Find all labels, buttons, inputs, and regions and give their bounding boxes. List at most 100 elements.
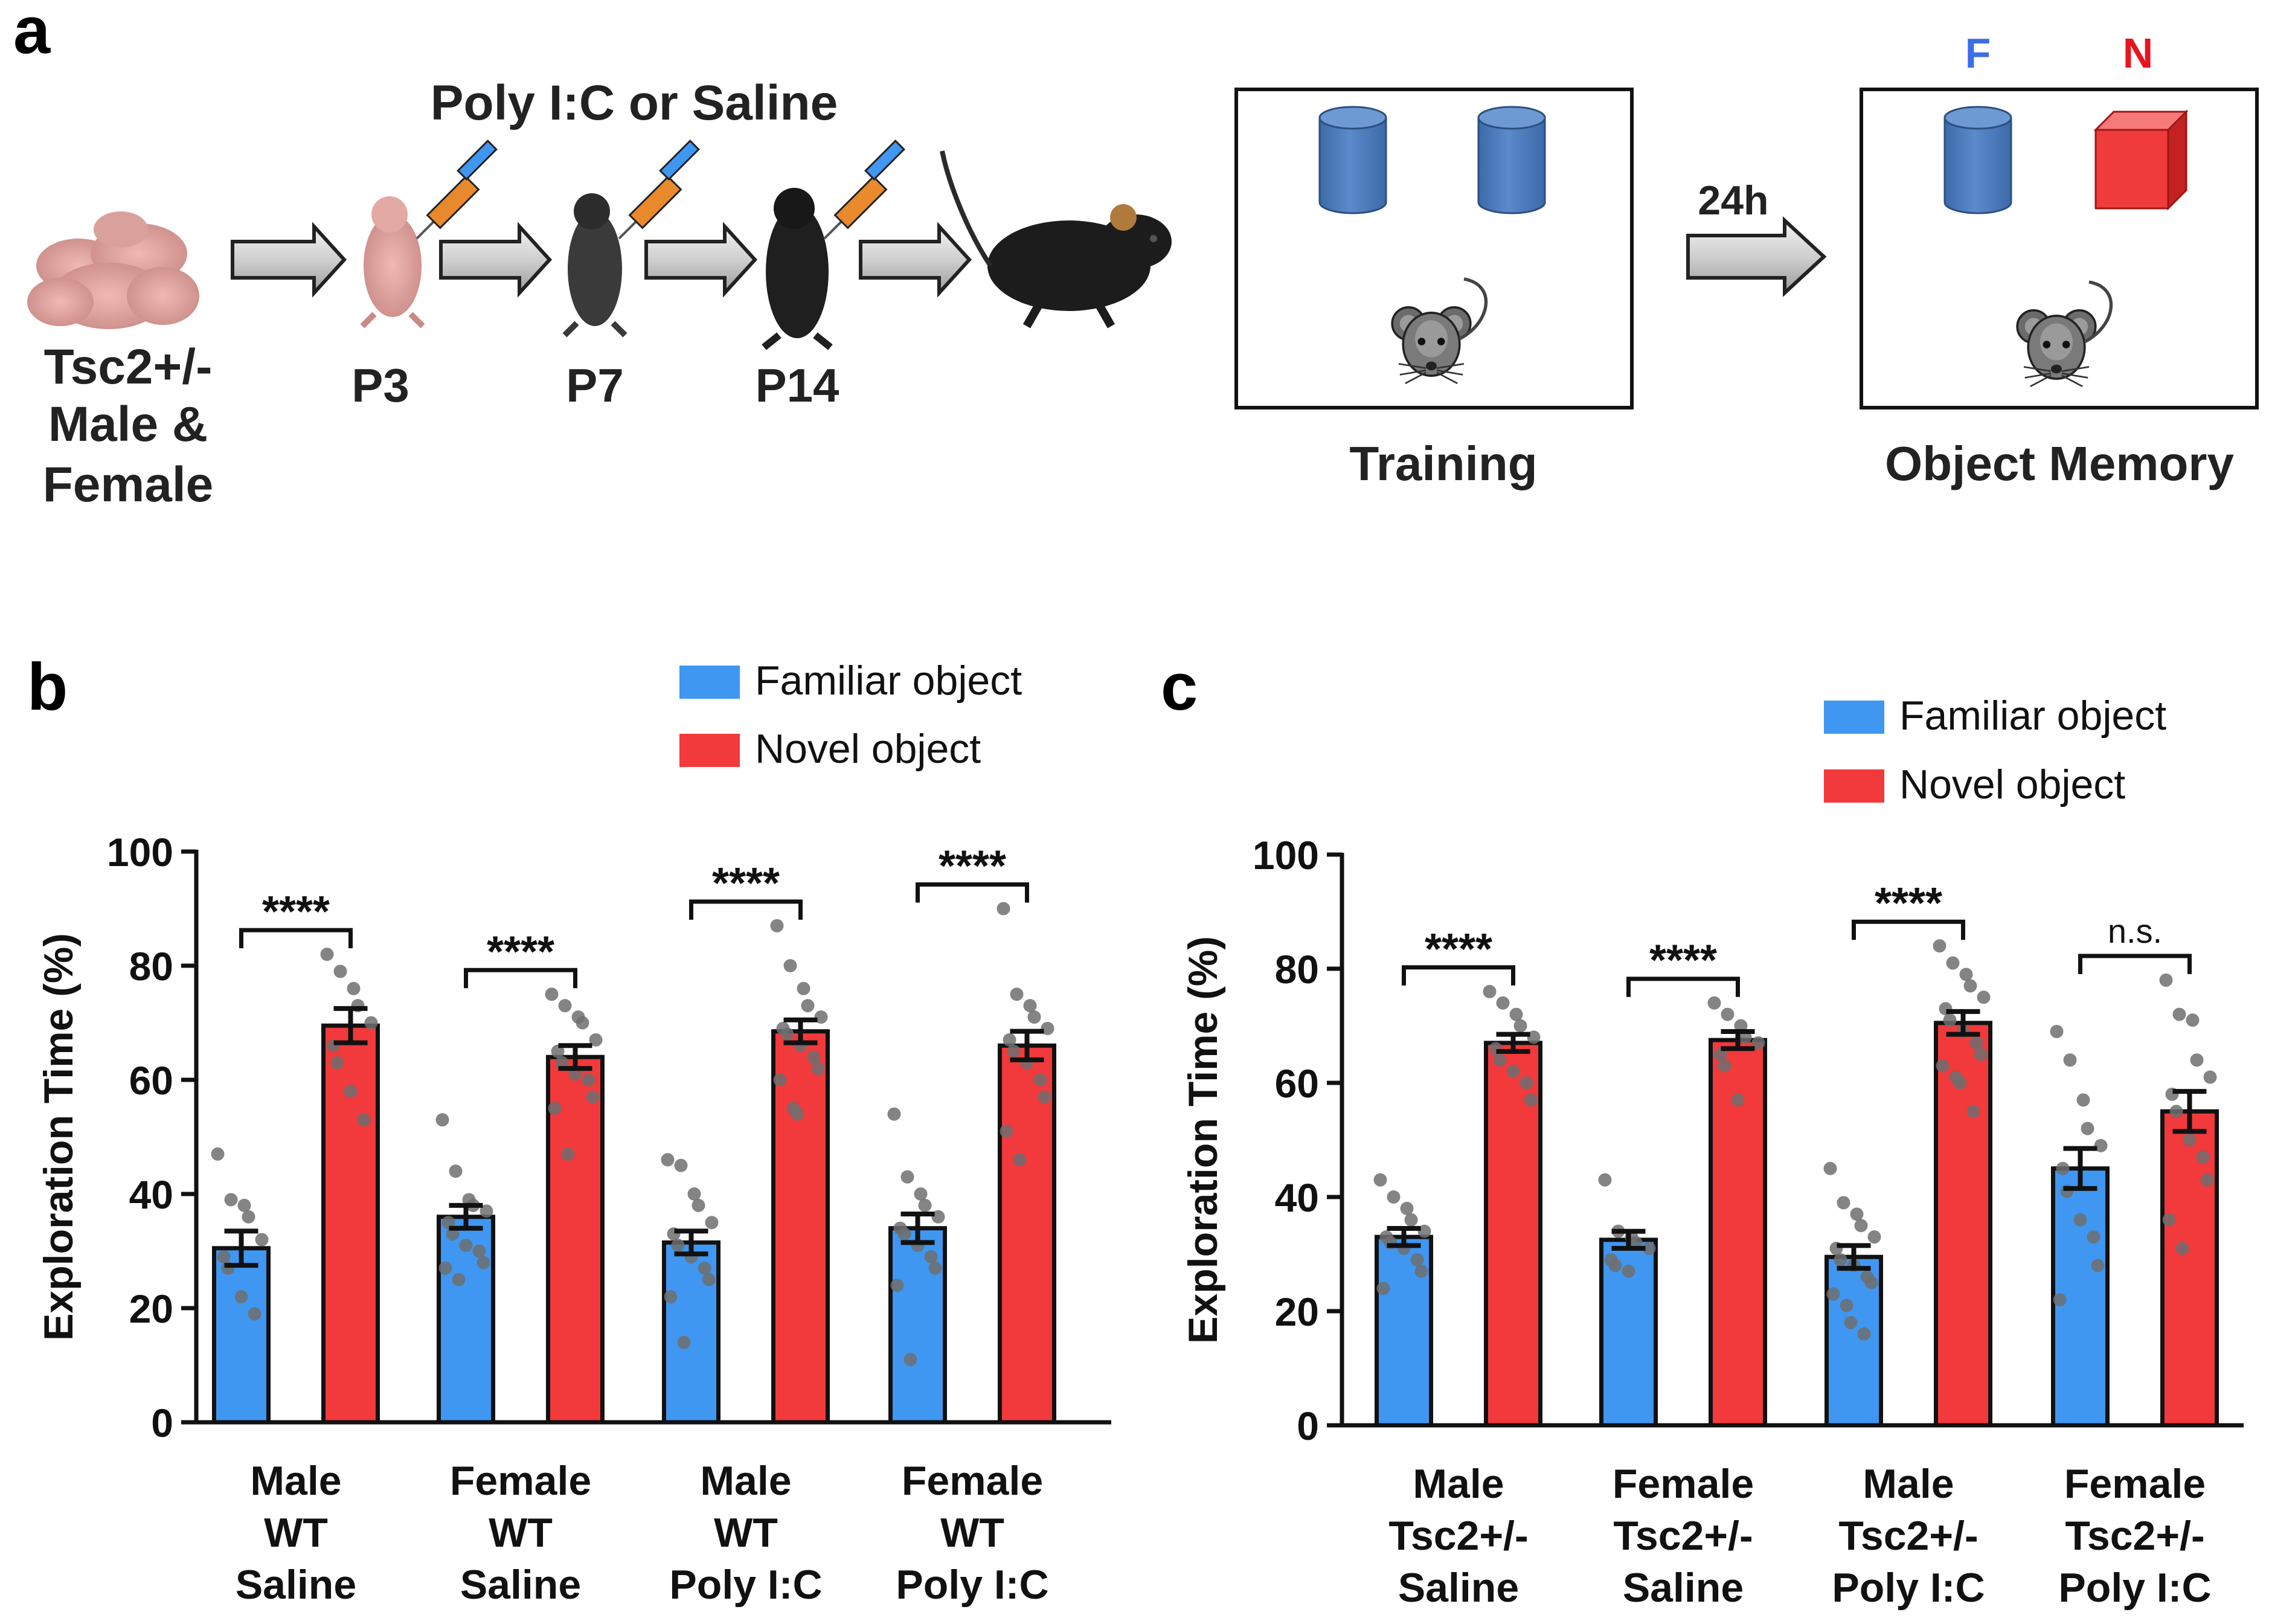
data-point-familiar [1608, 1259, 1622, 1273]
timepoint-p3: P3 [351, 359, 409, 412]
x-category-label: WT [940, 1510, 1004, 1556]
data-point-novel [770, 919, 784, 932]
x-category-label: Tsc2+/- [2065, 1513, 2204, 1559]
data-point-familiar [2091, 1259, 2105, 1273]
panel-c: c 0 20 40 60 80 100 Exploration Time (%) Familia… [1161, 650, 2244, 1611]
data-point-novel [1966, 1105, 1980, 1119]
legend-label-familiar: Familiar object [755, 658, 1022, 704]
data-point-familiar [449, 1164, 463, 1178]
object-memory-label: Object Memory [1885, 437, 2234, 490]
significance-label: **** [1425, 925, 1492, 974]
data-point-novel [364, 1016, 378, 1030]
data-point-familiar [900, 1170, 914, 1184]
data-point-novel [2200, 1173, 2214, 1187]
data-point-familiar [477, 1256, 490, 1269]
data-point-novel [2186, 1013, 2200, 1027]
significance-bracket [689, 899, 803, 920]
pup-p7 [562, 193, 627, 338]
data-point-familiar [480, 1204, 493, 1218]
data-point-familiar [897, 1227, 911, 1241]
y-axis-label: Exploration Time (%) [36, 933, 82, 1341]
data-point-familiar [2073, 1213, 2087, 1227]
data-point-novel [1933, 939, 1946, 953]
data-point-familiar [2063, 1053, 2077, 1067]
data-point-novel [2169, 1105, 2183, 1119]
y-tick-label: 0 [1297, 1404, 1319, 1448]
data-point-novel [780, 1027, 794, 1041]
data-point-novel [558, 999, 572, 1013]
x-category-label: Poly I:C [896, 1562, 1048, 1608]
y-tick-label: 60 [129, 1058, 173, 1103]
data-point-novel [1013, 1153, 1027, 1167]
significance-label: **** [939, 842, 1006, 891]
data-point-familiar [928, 1261, 942, 1275]
data-point-novel [589, 1033, 603, 1047]
panel-a: a Tsc2+/- Male & Female Poly I:C or Sali… [13, 0, 2259, 512]
y-tick-label: 40 [1275, 1175, 1319, 1220]
pup-p3 [360, 196, 425, 329]
data-point-familiar [435, 1113, 449, 1127]
data-point-familiar [1410, 1253, 1424, 1266]
data-point-familiar [211, 1147, 225, 1161]
panel-b: b 0 20 40 60 80 100 Exploration Time (%) Familia… [27, 650, 1111, 1608]
data-point-familiar [890, 1279, 904, 1292]
x-category-label: WT [489, 1510, 553, 1556]
data-point-familiar [1400, 1201, 1414, 1215]
data-point-familiar [1867, 1230, 1881, 1244]
data-point-familiar [698, 1261, 711, 1275]
data-point-novel [561, 1147, 575, 1161]
data-point-novel [1524, 1093, 1538, 1107]
data-point-familiar [1404, 1213, 1418, 1227]
data-point-novel [1509, 1007, 1523, 1021]
data-point-novel [1513, 1019, 1527, 1033]
data-point-novel [576, 1016, 589, 1030]
data-point-novel [1718, 1059, 1731, 1073]
data-point-novel [1707, 996, 1721, 1010]
data-point-familiar [887, 1107, 901, 1121]
x-category-label: Saline [1398, 1565, 1519, 1611]
data-point-novel [347, 981, 361, 995]
data-point-familiar [671, 1239, 685, 1253]
data-point-familiar [1598, 1173, 1612, 1187]
x-category-label: Female [2064, 1461, 2206, 1507]
y-tick-label: 60 [1275, 1061, 1319, 1106]
x-category-label: WT [264, 1510, 328, 1556]
group-label-line-1: Tsc2+/- [44, 339, 213, 394]
data-point-familiar [931, 1210, 945, 1224]
group-label-line-3: Female [43, 457, 214, 512]
data-point-familiar [459, 1239, 473, 1253]
data-point-novel [1936, 1059, 1950, 1073]
x-category-label: Saline [236, 1562, 356, 1608]
mouse-icon [2017, 282, 2111, 387]
data-point-novel [2172, 1007, 2186, 1021]
data-point-novel [357, 1113, 371, 1127]
significance-bracket [916, 882, 1029, 903]
data-point-familiar [2087, 1230, 2101, 1244]
data-point-novel [1520, 1076, 1533, 1090]
data-point-familiar [1376, 1282, 1390, 1295]
significance-bracket [1626, 977, 1740, 997]
y-tick-label: 0 [151, 1401, 173, 1445]
data-point-familiar [2081, 1122, 2094, 1135]
y-tick-label: 80 [1275, 947, 1319, 992]
significance-label: **** [1649, 937, 1717, 985]
novel-tag: N [2123, 30, 2154, 77]
data-point-novel [1483, 984, 1497, 998]
data-point-familiar [1854, 1219, 1868, 1233]
delay-arrow [1686, 216, 1827, 297]
data-point-novel [344, 1084, 358, 1098]
legend-swatch-novel [679, 734, 740, 767]
group-label-line-2: Male & [48, 397, 208, 452]
timeline-arrow-1 [231, 222, 347, 298]
legend-swatch-novel [1824, 769, 1884, 803]
bar-familiar [1375, 1234, 1433, 1428]
data-point-novel [1496, 996, 1510, 1010]
data-point-novel [783, 959, 797, 972]
data-point-novel [791, 1107, 804, 1121]
x-category-label: Poly I:C [669, 1562, 822, 1608]
x-category-label: Poly I:C [1832, 1565, 1985, 1611]
data-point-novel [2162, 1213, 2176, 1227]
y-tick-label: 40 [129, 1172, 173, 1217]
data-point-familiar [217, 1250, 231, 1263]
data-point-familiar [1417, 1224, 1431, 1238]
